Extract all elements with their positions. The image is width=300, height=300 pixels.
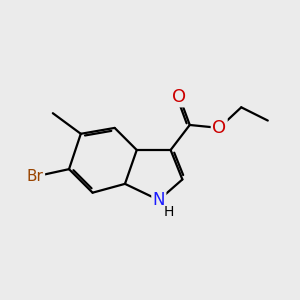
Text: O: O (172, 88, 187, 106)
Text: O: O (212, 119, 226, 137)
Text: Br: Br (27, 169, 44, 184)
Text: N: N (153, 191, 165, 209)
Text: H: H (164, 206, 174, 219)
